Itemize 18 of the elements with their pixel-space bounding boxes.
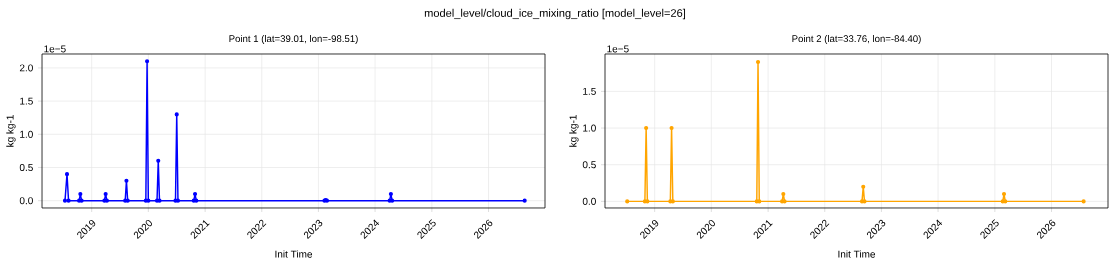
y-tick-label: 2.0: [19, 64, 33, 72]
y-tick-label: 1.5: [20, 97, 33, 105]
y-tick-label: 0.0: [582, 197, 596, 205]
y-tick-label: 1.5: [583, 87, 596, 95]
y-tick-label: 1.0: [583, 124, 596, 132]
chart-title: Point 2 (lat=33.76, lon=-84.40): [792, 35, 921, 44]
chart-title: Point 1 (lat=39.01, lon=-98.51): [229, 34, 358, 44]
text: model_level/cloud_ice_mixing_ratio [model_level=26]: [424, 8, 686, 20]
y-tick-label: 1.0: [20, 130, 33, 138]
x-axis-title: Init Time: [838, 250, 876, 258]
y-tick-label: 0.5: [582, 161, 596, 169]
x-axis-title: Init Time: [275, 250, 313, 258]
y-axis-title: kg kg-1: [569, 115, 579, 147]
y-tick-label: 0.5: [19, 163, 33, 172]
y-tick-label: 0.0: [19, 197, 33, 205]
y-axis-title: kg kg-1: [6, 115, 16, 147]
text: 1e−5: [44, 45, 66, 53]
text: 1e−5: [607, 45, 629, 53]
